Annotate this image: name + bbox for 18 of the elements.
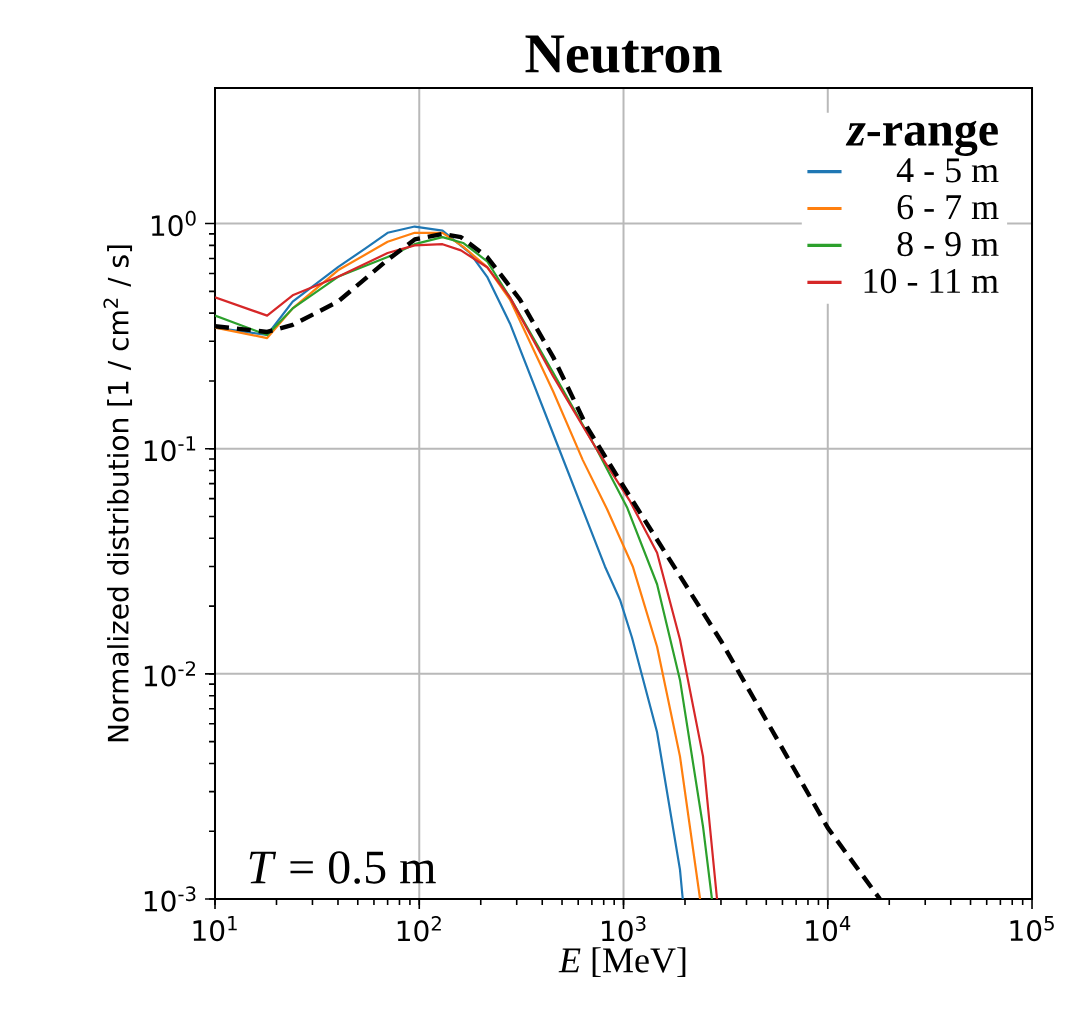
legend-title: z-range — [845, 120, 998, 156]
y-tick-label: 10$^{-3}$ — [144, 886, 196, 912]
x-tick-label: 10$^{1}$ — [193, 916, 237, 942]
chart-title: Neutron — [525, 35, 722, 73]
y-axis-title: Normalized distribution [1 / cm$^{2}$ / s] — [103, 245, 133, 742]
x-tick-label: 10$^{4}$ — [806, 916, 851, 942]
x-tick-label: 10$^{2}$ — [397, 916, 441, 942]
y-tick-label: 10$^{-2}$ — [144, 661, 196, 687]
annotation: T = 0.5 m — [249, 851, 436, 884]
x-tick-label: 10$^{3}$ — [602, 916, 646, 942]
x-tick-label: 10$^{5}$ — [1010, 916, 1054, 942]
legend-label: 4 - 5 m — [896, 158, 999, 183]
y-tick-label: 10$^{-1}$ — [144, 436, 196, 462]
y-tick-label: 10$^{0}$ — [151, 210, 196, 237]
legend-label: 10 - 11 m — [864, 268, 999, 294]
legend-label: 6 - 7 m — [897, 195, 999, 220]
legend-label: 8 - 9 m — [897, 231, 999, 257]
x-axis-title: E [MeV] — [558, 947, 686, 978]
